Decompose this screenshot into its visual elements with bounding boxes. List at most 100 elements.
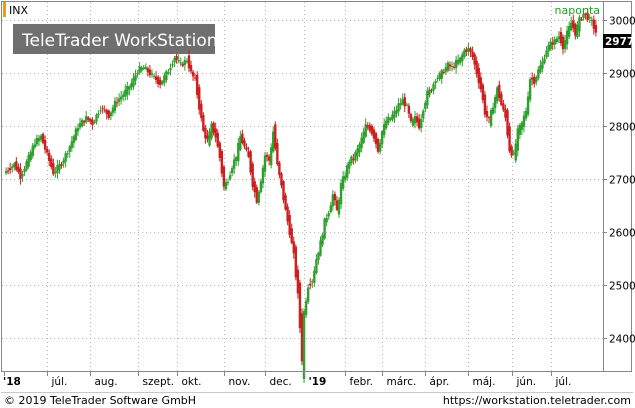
candle-down [366,125,369,128]
candle-up [325,217,328,223]
y-tick-label: 2900 [609,69,635,81]
candle-up [339,182,343,205]
candle-up [383,124,386,136]
candle-up [454,59,458,69]
candle-up [424,102,427,110]
candle-up [395,109,398,114]
candle-down [551,42,554,45]
candle-up [99,110,102,112]
candle-down [498,84,501,99]
candle-up [232,159,236,169]
candle-up [456,59,460,64]
candle-down [103,109,106,111]
candle-down [276,142,279,165]
y-tick-label: 2400 [609,334,635,346]
candle-up [128,86,131,90]
x-tick-label: szept. [143,376,175,388]
candle-down [502,103,505,110]
candle-up [167,71,170,74]
candle-up [235,157,238,162]
candle-up [64,153,67,162]
candle-up [555,38,559,42]
candle-down [187,55,191,69]
candle-up [163,75,166,83]
candle-down [206,135,209,140]
candle-down [286,206,289,222]
candle-up [177,60,180,62]
watermark-text: TeleTrader WorkStation [21,31,218,51]
candle-up [364,124,367,137]
candle-up [514,143,517,161]
candle-down [580,19,583,21]
candle-up [588,17,591,19]
candle-up [257,191,261,203]
copyright-text: © 2019 TeleTrader Software GmbH [4,394,196,407]
candle-down [530,77,534,80]
candle-down [442,72,446,74]
candle-down [195,74,199,96]
candle-down [87,117,90,120]
candle-down [352,158,355,160]
candle-down [282,181,285,201]
candle-down [214,128,217,138]
candle-up [385,120,388,129]
candle-up [70,141,74,148]
y-axis: 2400 2500 2600 2700 2800 2900 3000 [603,16,635,346]
candle-down [243,140,246,147]
candle-up [117,98,121,102]
candle-up [224,182,228,190]
candle-down [430,90,433,92]
candle-up [169,68,172,71]
candle-down [452,66,456,68]
candle-up [21,173,24,177]
candle-up [350,156,353,164]
candle-up [467,47,470,52]
candle-up [323,218,326,239]
candle-up [401,99,404,105]
candle-down [473,54,476,65]
candle-up [124,89,127,97]
x-tick-label: máj. [473,376,496,388]
candle-down [19,168,22,180]
candle-up [380,131,384,145]
candle-up [161,81,164,85]
candle-up [348,161,351,169]
candle-down [409,114,413,121]
candle-up [321,234,324,245]
y-tick-label: 2800 [609,122,635,134]
candle-down [504,108,507,118]
candle-down [483,94,487,115]
candle-up [85,116,88,123]
x-tick-label: ápr. [430,376,450,388]
candle-up [459,57,462,63]
candle-up [144,66,148,70]
candle-up [539,65,542,73]
candle-up [122,94,125,97]
x-tick-label: dec. [270,376,292,388]
candle-up [570,22,573,31]
candle-up [306,287,310,302]
candle-up [563,39,567,49]
candle-down [202,115,205,131]
candle-down [107,110,111,118]
candle-down [479,77,482,90]
candle-down [278,162,281,176]
candle-down [376,139,380,152]
candle-down [594,25,598,33]
candle-up [411,118,415,126]
candle-down [533,76,536,84]
candle-down [253,181,256,193]
candle-up [450,66,454,68]
candle-down [487,117,491,119]
candle-down [189,65,193,72]
candle-up [387,116,390,124]
candle-up [413,116,417,124]
candle-up [97,113,100,116]
candle-up [526,96,530,115]
candle-up [582,13,585,19]
candle-up [72,136,76,143]
candle-up [74,128,78,140]
candle-up [432,84,435,91]
candle-up [491,107,495,114]
candle-up [111,107,115,113]
